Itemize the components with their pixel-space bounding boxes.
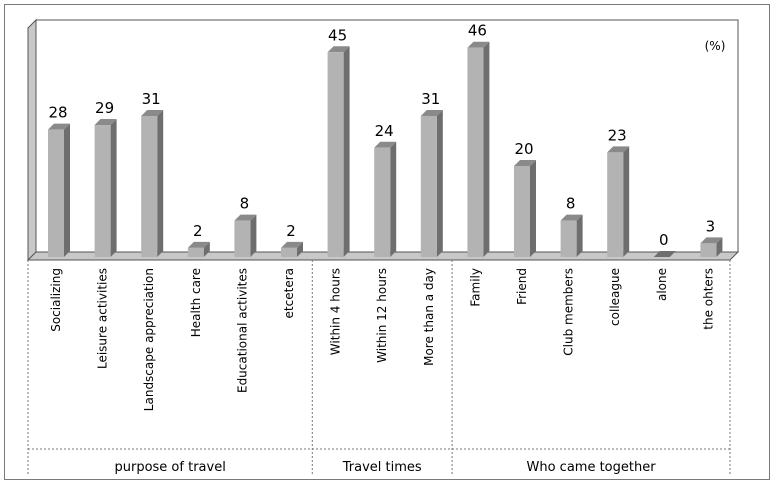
category-label: Landscape appreciation [142, 268, 156, 411]
bar [187, 241, 210, 257]
bar-top [560, 214, 583, 221]
bar-side [297, 241, 303, 257]
bar [234, 214, 257, 257]
value-label: 24 [375, 122, 394, 140]
bar-front [700, 243, 717, 257]
bar [141, 109, 164, 257]
category-label: Educational activites [235, 268, 249, 393]
value-label: 2 [193, 222, 203, 240]
side-wall [27, 18, 37, 262]
category-label: colleague [608, 268, 622, 326]
group-label: Travel times [342, 460, 422, 475]
bar-side [157, 109, 164, 257]
bar-top [700, 237, 723, 244]
value-label: 8 [240, 195, 250, 213]
value-label: 20 [514, 140, 533, 158]
bar-side [716, 237, 723, 257]
bar-side [390, 141, 397, 257]
bar-front [234, 220, 251, 257]
bar-side [343, 46, 350, 257]
category-label: alone [655, 268, 669, 301]
bar [467, 41, 490, 258]
bar-side [530, 160, 536, 257]
bar [514, 160, 536, 257]
bar-top [141, 109, 164, 116]
bar-front [187, 247, 204, 257]
bar-front [420, 115, 437, 257]
value-label: 8 [566, 195, 576, 213]
bar-top [234, 214, 257, 221]
bar-side [250, 214, 257, 257]
bar-front [467, 47, 484, 258]
bar [48, 123, 70, 257]
bar-front [281, 247, 297, 257]
value-label: 46 [468, 22, 487, 40]
bar-front [327, 52, 344, 257]
bar [653, 251, 676, 257]
bar-top [467, 41, 490, 48]
category-label: Within 12 hours [375, 268, 389, 363]
bar-side [436, 109, 443, 257]
bar-top [653, 251, 676, 257]
bar [700, 237, 723, 257]
bar [281, 241, 303, 257]
bar-front [374, 147, 391, 257]
bar [327, 46, 350, 257]
bar [420, 109, 443, 257]
bars-layer [48, 41, 723, 258]
bar-front [94, 125, 111, 257]
value-label: 23 [608, 126, 627, 144]
category-label: Family [468, 268, 482, 307]
bar-top [187, 241, 210, 248]
category-label: Health care [189, 268, 203, 337]
bar-top [514, 160, 536, 166]
bar-top [327, 46, 350, 53]
category-label: etcetera [282, 268, 296, 318]
group-label: Who came together [527, 460, 657, 475]
value-label: 31 [142, 90, 161, 108]
bar [374, 141, 397, 257]
category-label: More than a day [422, 268, 436, 366]
bar-top [48, 123, 70, 130]
group-labels-layer: purpose of travel Travel times Who came to… [27, 259, 731, 476]
category-label: Socializing [49, 268, 63, 332]
bar-side [623, 146, 630, 257]
bar-front [141, 115, 158, 257]
value-label: 45 [328, 26, 347, 44]
category-label: Friend [515, 268, 529, 305]
value-label: 0 [659, 231, 669, 249]
bar [560, 214, 583, 257]
value-label: 31 [421, 90, 440, 108]
value-label: 29 [95, 99, 114, 117]
bar-top [374, 141, 397, 148]
value-label: 28 [48, 104, 67, 122]
bar-side [64, 123, 70, 257]
value-label: 2 [286, 222, 296, 240]
bar-top [281, 241, 303, 248]
bar [94, 119, 117, 257]
bar-side [483, 41, 490, 258]
bar-front [560, 220, 577, 257]
bar-side [203, 241, 210, 257]
bar-side [576, 214, 583, 257]
category-label: Within 4 hours [329, 268, 343, 355]
bar-front [607, 152, 624, 257]
bar-side [110, 119, 117, 257]
category-label: Club members [562, 268, 576, 356]
value-label: 3 [706, 217, 716, 235]
bar [607, 146, 630, 257]
bar-top [420, 109, 443, 116]
group-label: purpose of travel [114, 460, 225, 475]
category-label: Leisure activities [96, 268, 110, 369]
bar-front [514, 166, 530, 257]
bar-front [48, 129, 64, 257]
unit-label: (%) [705, 39, 726, 53]
bar-top [607, 146, 630, 153]
category-label: the ohters [701, 268, 715, 330]
bar-top [94, 119, 117, 126]
category-labels-layer: Socializing Leisure activities Landscape a… [49, 268, 715, 411]
